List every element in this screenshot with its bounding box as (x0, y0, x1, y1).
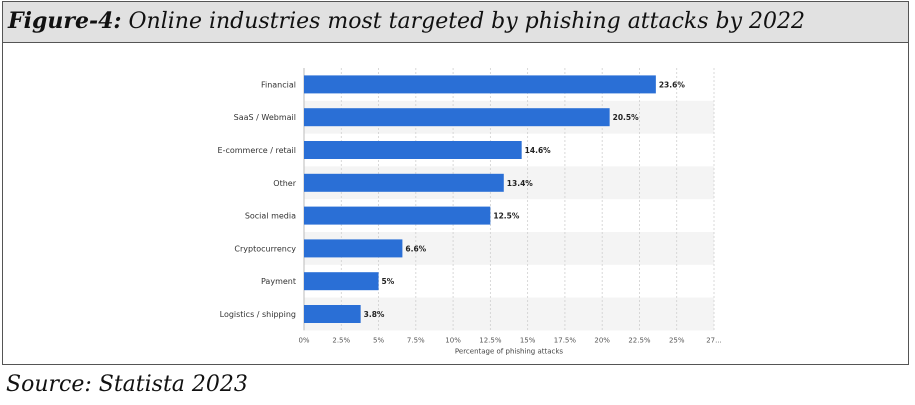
bar (304, 305, 361, 323)
data-label: 5% (382, 277, 395, 286)
data-label: 20.5% (613, 113, 640, 122)
x-tick-label: 10% (445, 336, 461, 344)
category-label: Other (273, 179, 296, 188)
x-tick-label: 22.5% (628, 336, 651, 344)
category-label: Logistics / shipping (220, 310, 296, 319)
x-tick-label: 5% (373, 336, 384, 344)
category-label: E-commerce / retail (218, 146, 296, 155)
figure-title-text: Online industries most targeted by phish… (121, 9, 806, 34)
figure-label: Figure-4: (8, 8, 122, 34)
data-label: 12.5% (493, 212, 520, 221)
x-tick-label: 7.5% (407, 336, 425, 344)
x-tick-label: 25% (669, 336, 685, 344)
x-tick-label: 15% (520, 336, 536, 344)
bar (304, 173, 504, 192)
data-label: 23.6% (659, 80, 686, 89)
bar-chart: 0% 2.5% 5% 7.5% 10% 12.5% 15% 17.5% 20% 22.5% 25% 2… (218, 68, 722, 355)
x-tick-label: 20% (594, 336, 610, 344)
bar (304, 75, 656, 94)
x-tick-label: 17.5% (554, 336, 577, 344)
data-label: 3.8% (364, 310, 385, 319)
x-tick-label: 0% (298, 336, 309, 344)
category-label: SaaS / Webmail (234, 113, 296, 122)
data-label: 13.4% (507, 179, 534, 188)
row-stripe (304, 297, 714, 331)
category-label: Payment (261, 277, 296, 286)
figure-header: Figure-4: Online industries most targete… (3, 2, 908, 43)
category-label: Social media (245, 212, 296, 221)
bar (304, 108, 610, 127)
category-label: Cryptocurrency (234, 244, 296, 253)
bar (304, 239, 403, 258)
x-tick-label: 12.5% (479, 336, 502, 344)
x-tick-label: 27... (706, 336, 722, 344)
bar (304, 272, 379, 291)
bar (304, 206, 491, 225)
bar (304, 141, 522, 159)
x-axis-label: Percentage of phishing attacks (455, 347, 564, 355)
data-label: 14.6% (525, 146, 552, 155)
x-tick-label: 2.5% (332, 336, 350, 344)
category-label: Financial (261, 80, 296, 89)
data-label: 6.6% (405, 244, 426, 253)
source-caption: Source: Statista 2023 (6, 372, 248, 397)
figure-title: Figure-4: Online industries most targete… (8, 8, 805, 34)
